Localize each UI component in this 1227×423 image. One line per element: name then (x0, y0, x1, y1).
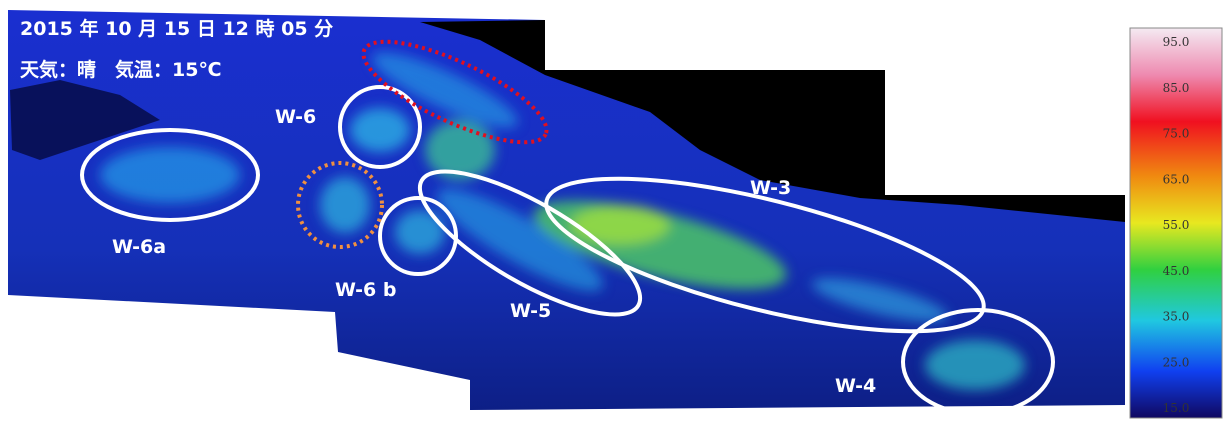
zone-label: W-4 (835, 375, 876, 397)
weather: 天気：晴 気温：15℃ (20, 58, 221, 81)
zone-label: W-6 b (335, 279, 396, 301)
colorbar-tick-label: 65.0 (1163, 172, 1190, 186)
thermal-figure: 2015 年 10 月 15 日 12 時 05 分 天気：晴 気温：15℃ W… (0, 0, 1227, 423)
colorbar-tick-label: 45.0 (1163, 264, 1190, 278)
zone-label: W-6 (275, 106, 316, 128)
colorbar-tick-label: 85.0 (1163, 81, 1190, 95)
colorbar-tick-label: 25.0 (1163, 355, 1190, 369)
zone-label: W-5 (510, 300, 551, 322)
colorbar-tick-label: 15.0 (1163, 401, 1190, 415)
zone-label: W-6a (112, 236, 166, 258)
colorbar-tick-label: 95.0 (1163, 35, 1190, 49)
colorbar-tick-label: 35.0 (1163, 310, 1190, 324)
colorbar-ticks: 95.0 85.0 75.0 65.0 55.0 45.0 35.0 25.0 15.0 (1163, 35, 1190, 415)
colorbar-tick-label: 75.0 (1163, 127, 1190, 141)
zone-label: W-3 (750, 177, 791, 199)
colorbar-tick-label: 55.0 (1163, 218, 1190, 232)
datetime: 2015 年 10 月 15 日 12 時 05 分 (20, 17, 333, 40)
